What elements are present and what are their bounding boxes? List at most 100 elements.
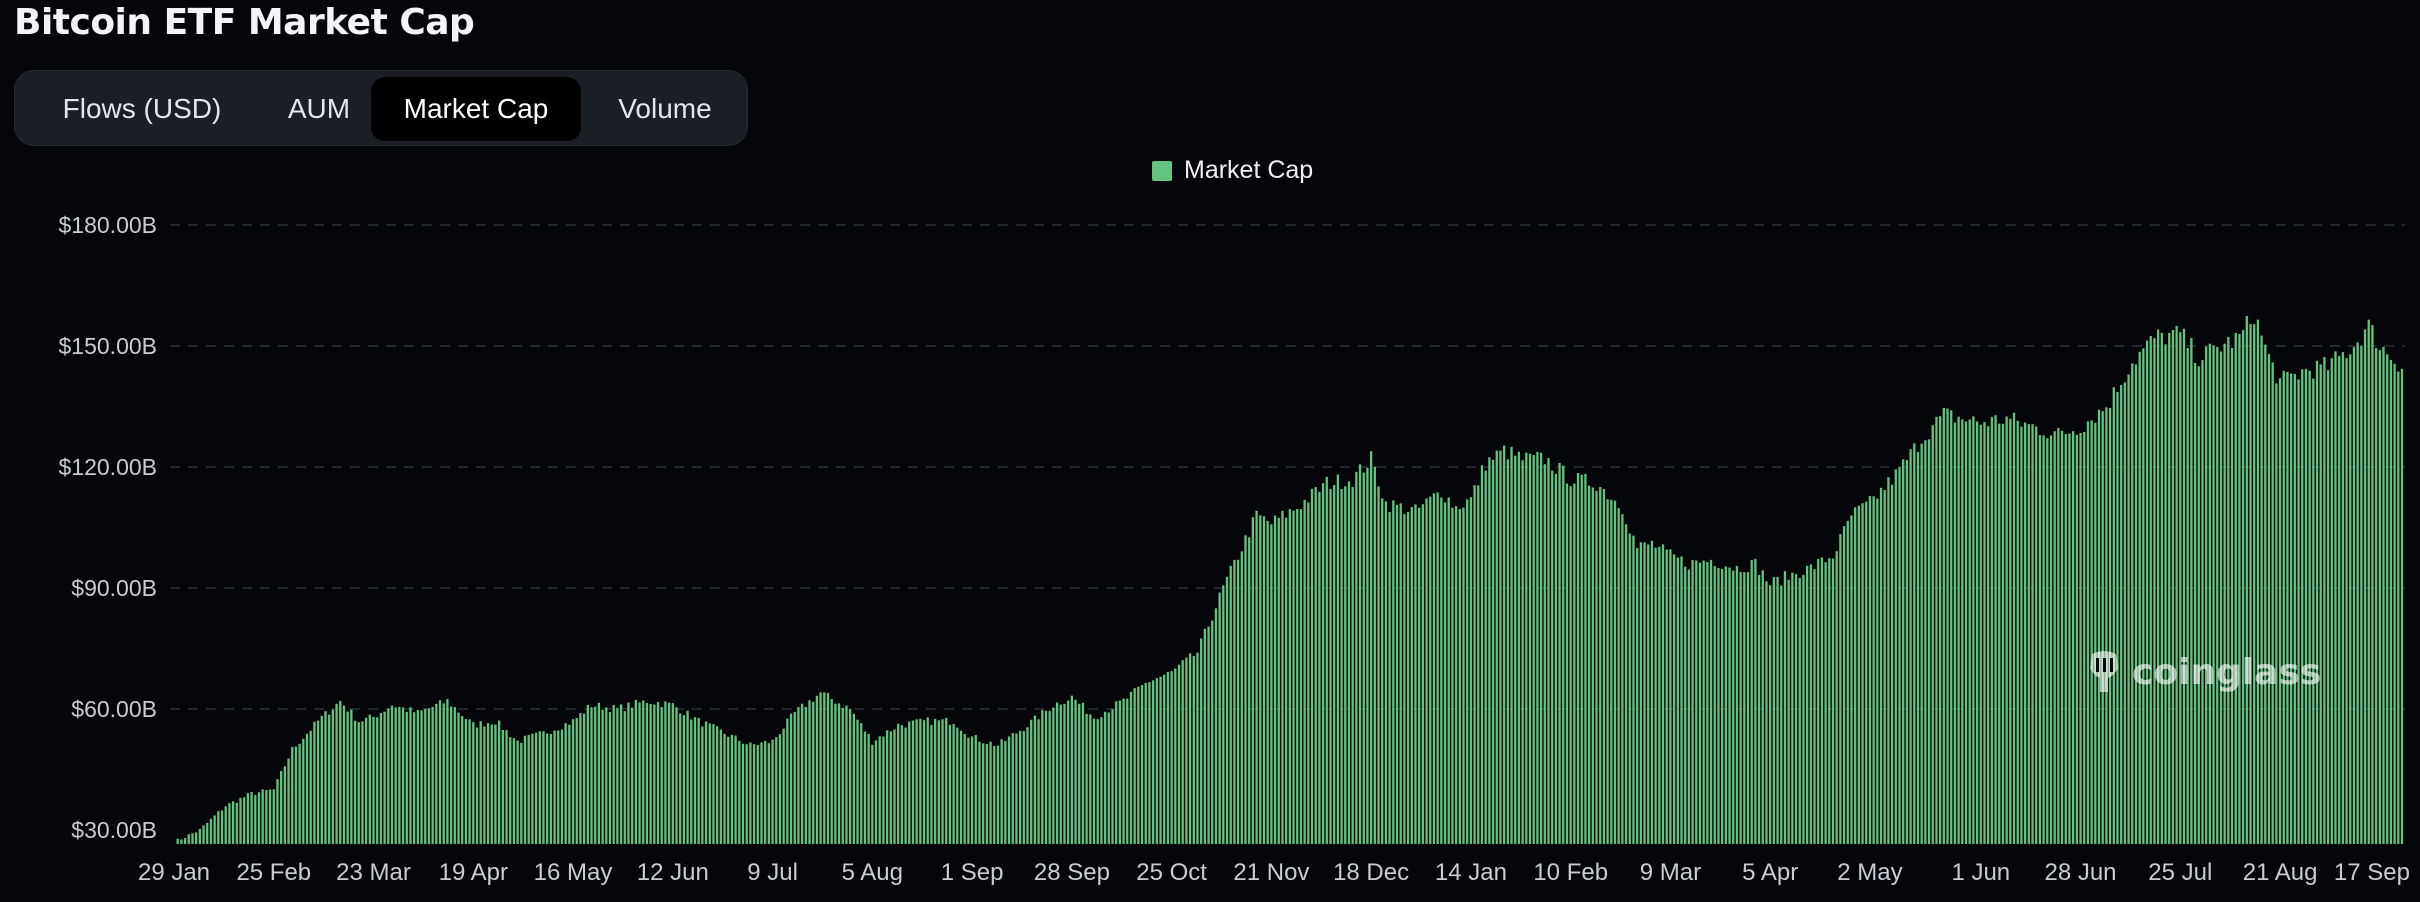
bar — [2049, 435, 2053, 844]
bar — [1624, 524, 1628, 844]
bar — [368, 714, 371, 844]
bar — [727, 736, 730, 844]
bar — [1846, 520, 1849, 844]
bar — [2253, 324, 2256, 844]
bar — [841, 707, 844, 844]
bar — [1898, 467, 1901, 844]
bar — [2378, 350, 2381, 844]
bar — [2227, 336, 2230, 844]
bar — [1377, 486, 1380, 844]
bar — [1225, 576, 1229, 844]
bar — [2134, 364, 2138, 844]
bar — [1554, 473, 1558, 844]
bar — [1573, 483, 1576, 844]
bar — [2301, 369, 2304, 844]
bar — [1296, 508, 1299, 844]
tab-flows-usd[interactable]: Flows (USD) — [62, 93, 222, 124]
bar — [305, 733, 309, 844]
bar — [1248, 537, 1251, 844]
bar — [553, 730, 556, 844]
bar — [2208, 343, 2212, 844]
bar — [361, 721, 364, 844]
bar — [978, 741, 981, 844]
bar — [2201, 360, 2204, 844]
bar — [823, 692, 826, 844]
bar — [1565, 483, 1569, 844]
bar — [2238, 334, 2241, 844]
bar — [1451, 507, 1454, 844]
bar — [228, 803, 231, 844]
bar — [1580, 474, 1583, 844]
bar — [1543, 464, 1546, 844]
bar — [1983, 422, 1986, 844]
x-tick-label: 29 Jan — [138, 859, 210, 886]
bar — [494, 724, 497, 844]
bar — [2400, 368, 2404, 844]
bar — [1059, 704, 1062, 844]
bar — [1388, 511, 1391, 844]
bar — [2164, 344, 2167, 844]
bar — [1074, 699, 1077, 844]
bar — [2278, 378, 2282, 844]
bar — [882, 736, 885, 844]
bar — [1717, 567, 1720, 844]
x-tick-label: 16 May — [534, 859, 613, 886]
bar — [1650, 540, 1654, 844]
bar — [952, 724, 955, 844]
bar — [353, 720, 357, 844]
bar — [195, 832, 198, 844]
bar — [1384, 501, 1388, 844]
bar — [449, 706, 453, 844]
bar — [1369, 451, 1373, 844]
bar — [1628, 533, 1631, 844]
bar — [723, 733, 726, 844]
x-tick-label: 1 Jun — [1951, 859, 2010, 886]
bar — [605, 707, 608, 844]
bar — [1953, 422, 1957, 844]
bar — [671, 703, 674, 844]
bar — [2168, 332, 2171, 844]
bar — [339, 700, 342, 844]
bar — [2193, 362, 2197, 844]
bar — [2190, 337, 2193, 844]
x-tick-label: 10 Feb — [1533, 859, 1608, 886]
bar — [2216, 347, 2219, 844]
x-tick-label: 23 Mar — [336, 859, 411, 886]
chart-legend[interactable]: Market Cap — [1152, 156, 1313, 185]
bar — [2256, 319, 2260, 844]
bar — [1765, 581, 1768, 844]
bar — [1240, 551, 1243, 844]
tab-market-cap[interactable]: Market Cap — [371, 77, 581, 141]
bar — [1406, 511, 1410, 844]
bar — [1728, 567, 1731, 844]
bar — [405, 711, 408, 844]
bar — [2009, 418, 2012, 844]
bar — [2012, 412, 2016, 844]
bar — [435, 703, 438, 844]
bar — [2393, 363, 2396, 844]
bar — [1732, 570, 1735, 844]
tab-aum[interactable]: AUM — [287, 93, 351, 124]
bar — [1957, 416, 1960, 844]
bar — [505, 730, 508, 844]
bar — [320, 715, 323, 844]
bar — [1211, 620, 1214, 844]
bar — [1185, 657, 1188, 844]
bar — [941, 719, 944, 844]
bar — [2086, 421, 2090, 844]
bar — [1447, 497, 1450, 844]
bar — [760, 742, 763, 844]
bar — [1477, 485, 1480, 844]
bar — [752, 744, 756, 844]
bar — [956, 727, 959, 844]
bar — [1979, 424, 1982, 844]
bar — [1539, 452, 1543, 844]
bar — [1454, 506, 1458, 844]
bar — [1351, 487, 1354, 844]
bar — [653, 704, 656, 844]
bar — [1961, 419, 1964, 844]
tab-volume[interactable]: Volume — [618, 93, 712, 124]
bar — [1506, 459, 1509, 844]
bar — [934, 718, 937, 844]
bar — [704, 721, 708, 844]
